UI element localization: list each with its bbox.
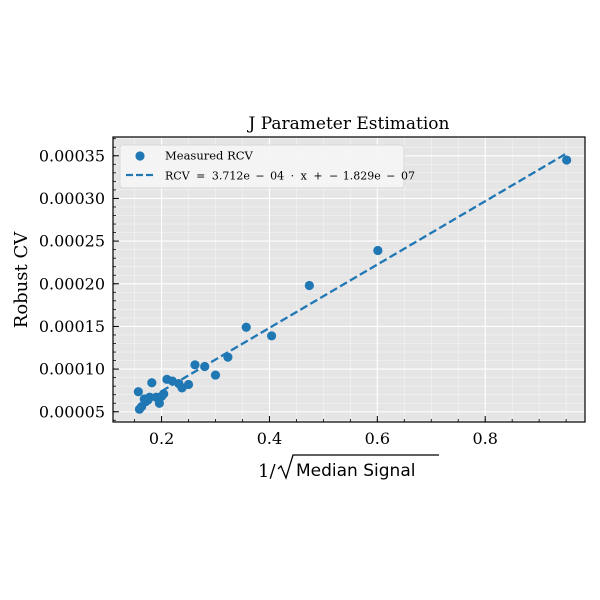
fit-label-minus3: − — [386, 170, 395, 183]
fit-label-intercept: 1.829e — [343, 170, 381, 183]
grid-major — [113, 137, 585, 422]
fit-label-minus2: − — [329, 170, 338, 183]
x-tick-label: 0.2 — [149, 429, 174, 448]
y-tick-label: 0.00015 — [39, 317, 105, 336]
data-point — [562, 155, 572, 165]
data-point — [147, 378, 157, 388]
data-point — [133, 387, 143, 397]
legend-label-measured: Measured RCV — [165, 149, 254, 163]
x-axis-label-prefix: 1/ — [258, 461, 276, 482]
legend-marker-measured — [135, 151, 145, 161]
data-point — [183, 379, 194, 390]
fit-label-intercept-exp: 07 — [401, 170, 415, 183]
data-point — [210, 370, 221, 380]
fit-label-plus: + — [313, 170, 322, 183]
data-point — [266, 331, 277, 341]
x-axis-label: 1/ Median Signal — [258, 454, 439, 482]
fit-line-layer — [160, 152, 568, 393]
data-point — [223, 352, 233, 362]
axis-ticks — [113, 138, 567, 422]
legend-box — [119, 144, 405, 189]
y-tick-label: 0.00005 — [39, 402, 105, 421]
fit-line — [160, 152, 568, 393]
y-tick-label: 0.00020 — [39, 274, 105, 293]
data-point — [190, 360, 200, 370]
y-tick-label: 0.00025 — [39, 232, 105, 251]
legend: Measured RCV RCV = 3.712e − 04 · x + − 1… — [119, 144, 415, 189]
data-point — [373, 245, 383, 256]
chart-title: J Parameter Estimation — [246, 114, 449, 134]
fit-label-coef: 3.712e — [212, 170, 250, 183]
y-tick-label: 0.00035 — [39, 146, 105, 165]
fit-label-x: x — [301, 170, 308, 183]
data-point — [200, 361, 210, 372]
radical-sign — [277, 454, 439, 480]
y-tick-label: 0.00030 — [39, 189, 105, 208]
data-point — [145, 392, 155, 402]
fit-label-lhs: RCV — [165, 170, 191, 183]
legend-label-fit: RCV = 3.712e − 04 · x + − 1.829e − 07 — [165, 170, 415, 183]
data-point — [159, 389, 169, 399]
x-tick-label: 0.8 — [472, 429, 497, 448]
data-point — [241, 322, 251, 332]
x-tick-labels: 0.2 0.4 0.6 0.8 — [149, 429, 498, 448]
x-axis-label-radicand: Median Signal — [296, 461, 415, 481]
x-tick-label: 0.6 — [365, 429, 390, 448]
y-axis-label: Robust CV — [11, 231, 32, 328]
y-tick-label: 0.00010 — [39, 360, 105, 379]
axes-frame — [112, 136, 586, 423]
fit-label-minus: − — [255, 170, 264, 183]
data-point — [304, 280, 314, 291]
fit-label-eq: = — [196, 170, 205, 183]
scatter-points — [133, 155, 572, 414]
fit-label-dot: · — [291, 170, 295, 183]
y-tick-labels: 0.00005 0.00010 0.00015 0.00020 0.00025 0.000… — [39, 146, 105, 421]
fit-label-exp: 04 — [270, 170, 284, 183]
x-tick-label: 0.4 — [257, 429, 282, 448]
